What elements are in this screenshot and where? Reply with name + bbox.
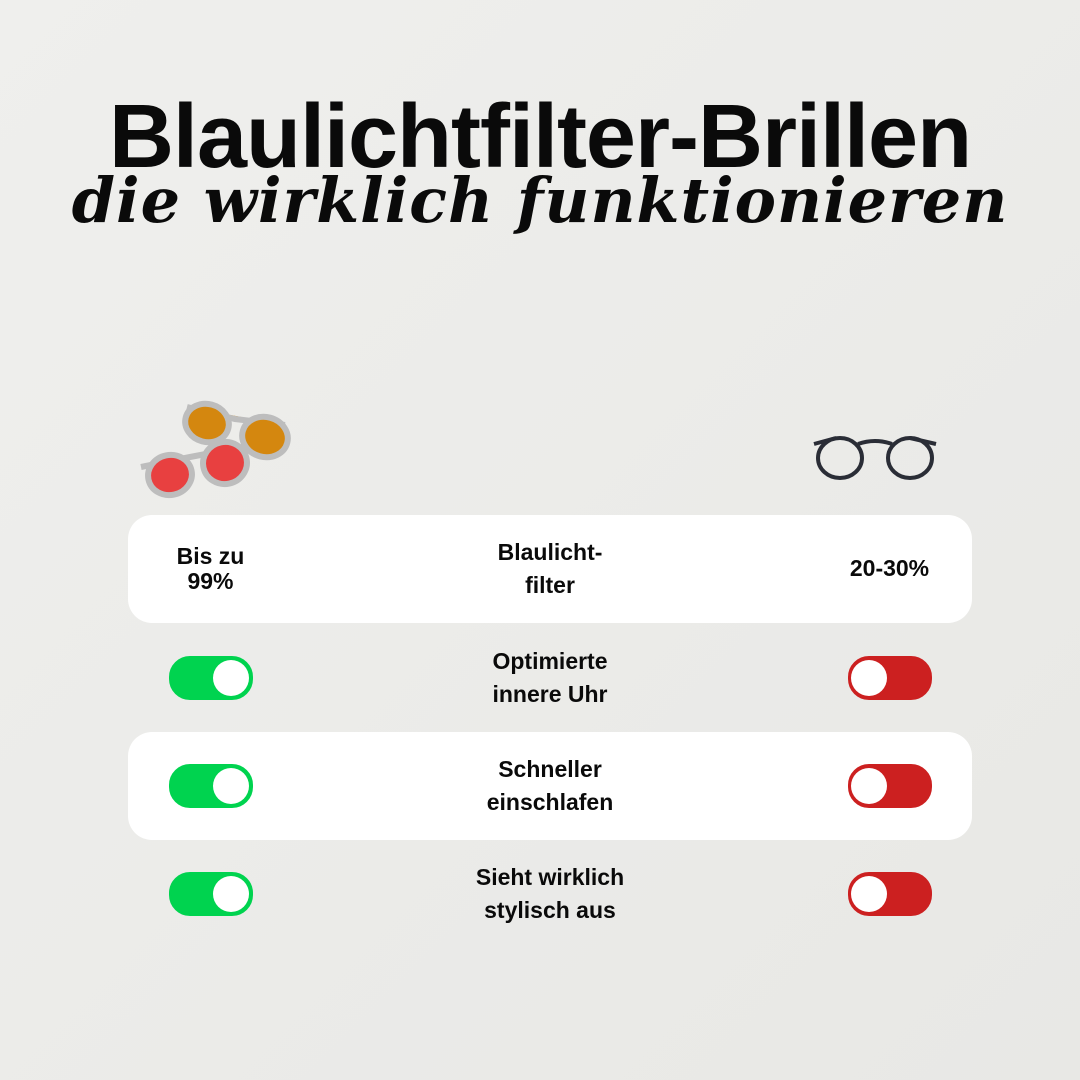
comparison-row-blue-light-filter: Bis zu 99% Blaulicht- filter 20-30% <box>128 515 972 623</box>
left-toggle-on <box>168 656 253 700</box>
comparison-row-stylish: Sieht wirklich stylisch aus <box>128 840 972 948</box>
right-value: 20-30% <box>849 555 930 582</box>
left-toggle-on <box>168 764 253 808</box>
right-toggle-off <box>847 872 932 916</box>
page-subtitle: die wirklich funktionieren <box>71 164 1009 237</box>
page-title: Blaulichtfilter-Brillen <box>108 87 972 187</box>
left-value: Bis zu 99% <box>176 542 245 594</box>
regular-glasses-icon <box>813 436 937 480</box>
right-toggle-off <box>847 764 932 808</box>
right-toggle-off <box>847 656 932 700</box>
left-toggle-on <box>168 872 253 916</box>
comparison-row-inner-clock: Optimierte innere Uhr <box>128 624 972 732</box>
feature-label: Blaulicht- filter <box>497 538 603 598</box>
comparison-row-fall-asleep: Schneller einschlafen <box>128 732 972 840</box>
feature-label: Optimierte innere Uhr <box>492 647 608 707</box>
tinted-glasses-icon <box>140 400 291 499</box>
feature-label: Schneller einschlafen <box>486 755 614 815</box>
feature-label: Sieht wirklich stylisch aus <box>475 863 625 923</box>
